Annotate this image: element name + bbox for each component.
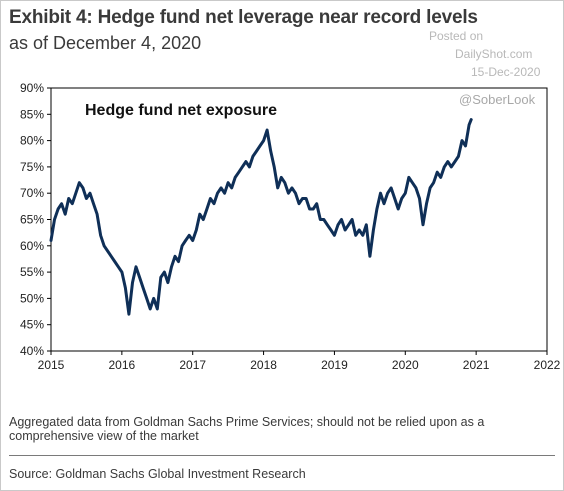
y-tick-label: 75% [20,160,44,174]
x-tick-label: 2015 [38,358,65,372]
y-tick-label: 85% [20,107,44,121]
x-tick-label: 2019 [321,358,348,372]
y-axis: 40% 45% 50% 55% 60% 65% 70% 75% 80% 85% 90% [20,81,51,358]
y-tick-label: 70% [20,186,44,200]
chart-subtitle: as of December 4, 2020 [9,33,202,53]
x-tick-label: 2017 [179,358,206,372]
x-tick-label: 2018 [250,358,277,372]
y-tick-label: 50% [20,291,44,305]
source-note: Source: Goldman Sachs Global Investment … [9,467,306,481]
y-tick-label: 55% [20,265,44,279]
y-tick-label: 45% [20,318,44,332]
series-line-net-exposure [49,118,473,316]
y-tick-label: 90% [20,81,44,95]
divider [9,455,555,456]
chart-title: Exhibit 4: Hedge fund net leverage near … [9,7,478,28]
x-tick-label: 2021 [463,358,490,372]
x-tick-label: 2020 [392,358,419,372]
plot-frame [50,87,548,352]
watermark-handle: @SoberLook [459,92,536,107]
watermark-posted: Posted on [429,29,484,43]
x-tick-label: 2022 [534,358,561,372]
x-axis: 2015 2016 2017 2018 2019 2020 2021 2022 [38,351,561,372]
watermark-site: DailyShot.com [455,47,533,61]
x-tick-label: 2016 [109,358,136,372]
y-tick-label: 60% [20,239,44,253]
y-tick-label: 65% [20,213,44,227]
y-tick-label: 80% [20,134,44,148]
footnote: Aggregated data from Goldman Sachs Prime… [9,415,485,443]
line-chart: 40%45%50%55%60%65%70%75%80%85%90% 2015 20… [20,81,561,372]
y-tick-label: 40% [20,344,44,358]
plot-title: Hedge fund net exposure [85,102,277,119]
watermark-date: 15-Dec-2020 [471,65,541,79]
